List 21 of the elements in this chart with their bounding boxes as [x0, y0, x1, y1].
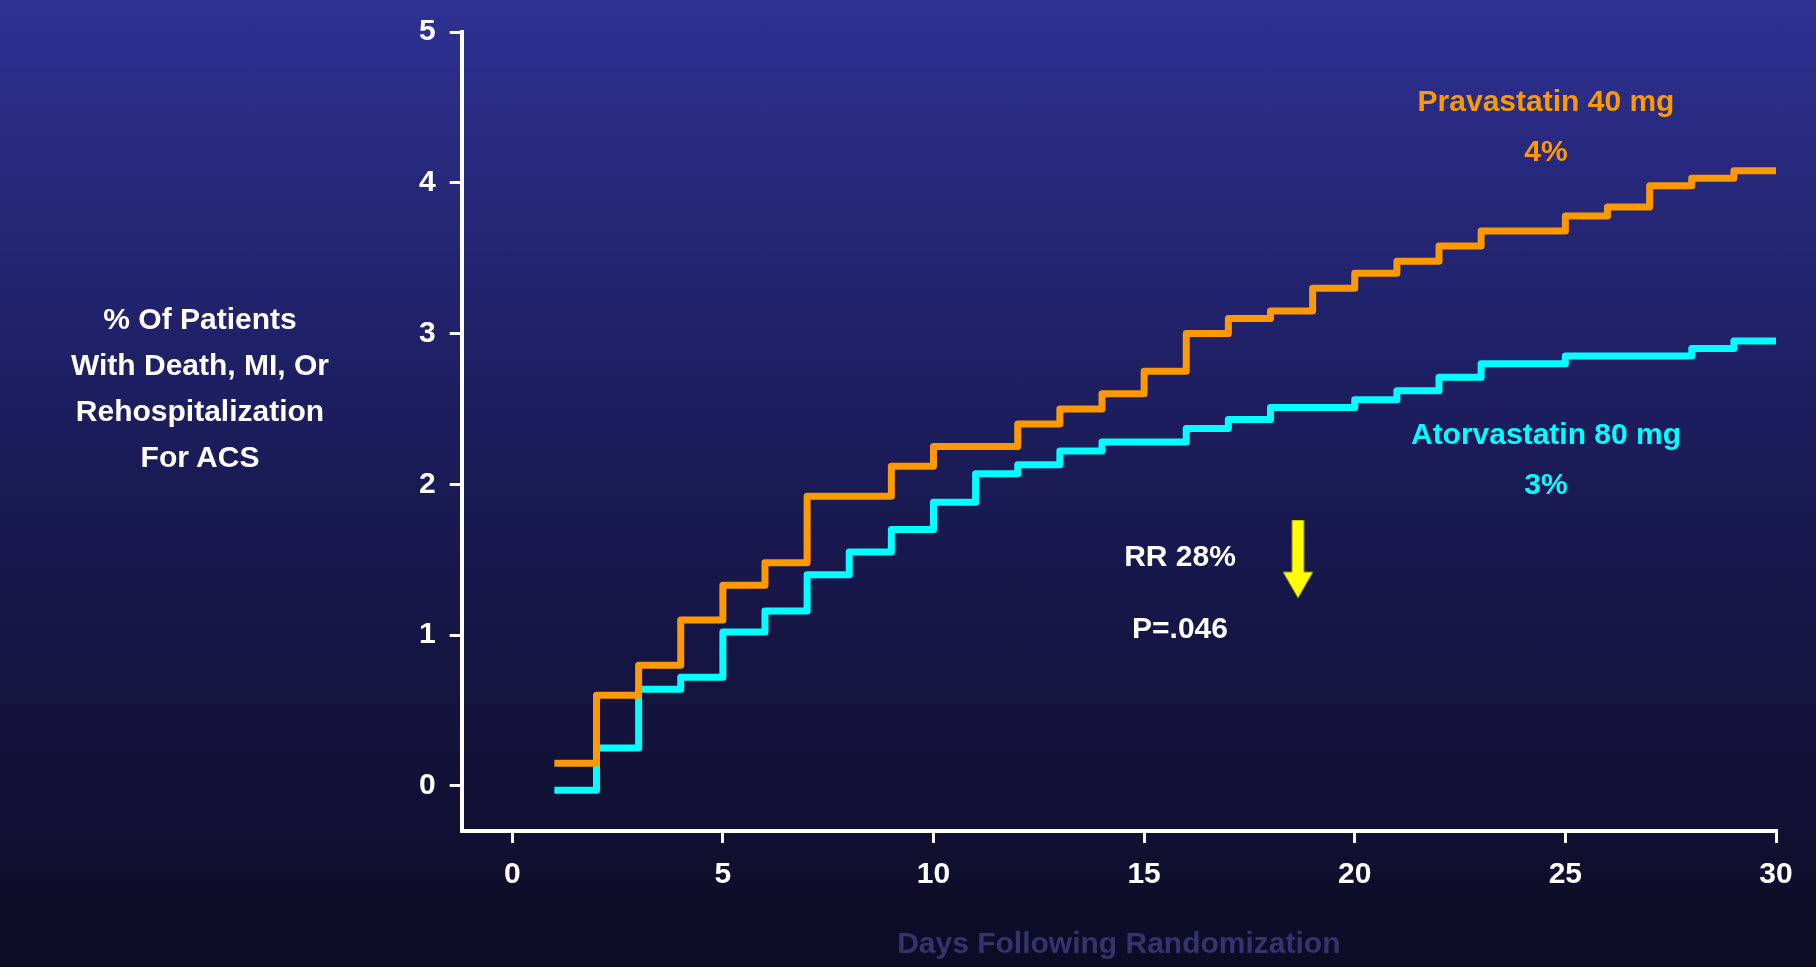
y-tick-label: 4	[419, 164, 436, 198]
x-tick-label: 20	[1338, 856, 1372, 890]
y-tick-label: 2	[419, 465, 436, 499]
x-tick-label: 0	[503, 856, 521, 890]
y-tick-label: 3	[419, 314, 436, 348]
series-label: Atorvastatin 80 mg	[1410, 417, 1682, 451]
annotation: RR 28%	[1124, 539, 1236, 573]
text: Pravastatin 40 mg	[1417, 83, 1675, 117]
x-tick-label: 5	[714, 856, 732, 890]
annotation: 3%	[1524, 467, 1568, 501]
y-tick-label: 0	[419, 767, 436, 801]
y-tick-label: 1	[419, 616, 436, 650]
y-tick-label: 5	[419, 13, 436, 47]
x-tick-label: 15	[1127, 856, 1161, 890]
x-axis-title: Days Following Randomization	[897, 926, 1341, 960]
annotation: 4%	[1524, 133, 1568, 167]
x-tick-label: 10	[916, 856, 951, 890]
annotation: P=.046	[1132, 611, 1228, 645]
x-tick-label: 25	[1548, 856, 1583, 890]
x-tick-label: 30	[1759, 856, 1793, 890]
y-axis-title: % Of Patients With Death, MI, Or Rehospitalization For ACS	[70, 302, 330, 474]
